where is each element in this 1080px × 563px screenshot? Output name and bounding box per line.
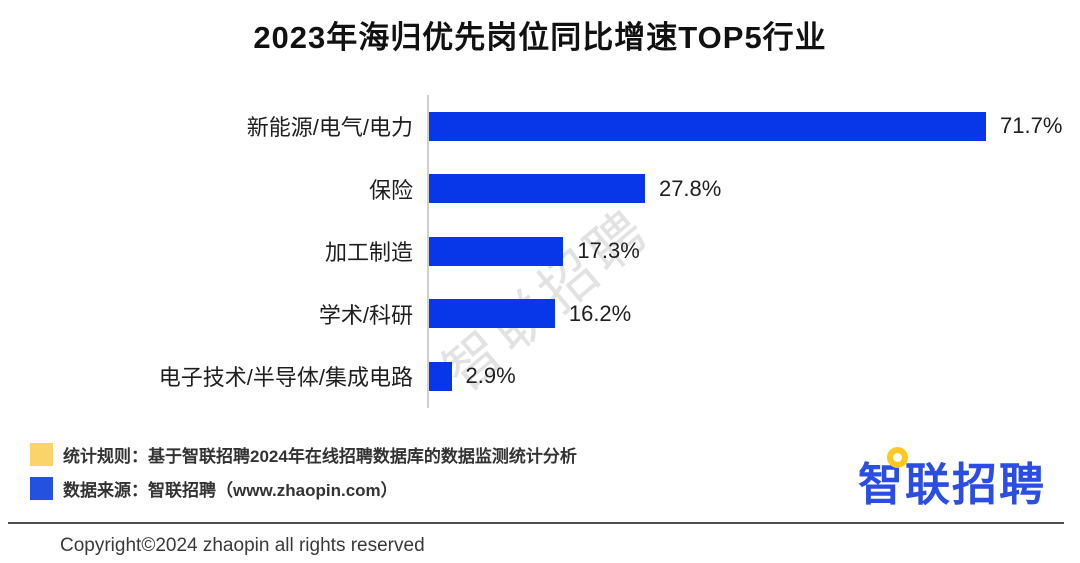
value-label: 27.8% bbox=[658, 175, 722, 201]
category-label: 保险 bbox=[368, 177, 413, 203]
bar-row: 加工制造 17.3% bbox=[0, 220, 1080, 283]
chart-title: 2023年海归优先岗位同比增速TOP5行业 bbox=[253, 20, 827, 55]
copyright-text: Copyright©2024 zhaopin all rights reserv… bbox=[60, 535, 425, 556]
bar-area: 17.3% bbox=[429, 220, 1080, 283]
legend-swatch-yellow bbox=[30, 442, 53, 466]
category-label: 新能源/电气/电力 bbox=[246, 115, 413, 141]
bar-area: 2.9% bbox=[429, 345, 1080, 408]
legend-text-rule: 统计规则：基于智联招聘2024年在线招聘数据库的数据监测统计分析 bbox=[63, 446, 577, 466]
legend: 统计规则：基于智联招聘2024年在线招聘数据库的数据监测统计分析 数据来源：智联… bbox=[30, 442, 577, 510]
zhaopin-logo-pin-icon bbox=[887, 447, 908, 468]
legend-item-rule: 统计规则：基于智联招聘2024年在线招聘数据库的数据监测统计分析 bbox=[30, 442, 577, 466]
bar bbox=[429, 299, 555, 329]
value-label: 16.2% bbox=[568, 300, 632, 326]
value-label: 17.3% bbox=[577, 238, 640, 264]
bar-row: 学术/科研 16.2% bbox=[0, 283, 1080, 346]
zhaopin-logo: 智联招聘 bbox=[858, 447, 1047, 513]
category-label: 学术/科研 bbox=[318, 302, 413, 328]
bar-area: 16.2% bbox=[429, 283, 1080, 346]
bar-area: 27.8% bbox=[429, 158, 1080, 221]
bar-rows: 新能源/电气/电力 71.7% 保险 27.8% 加工制造 17.3% 学术/科研 16.2%… bbox=[0, 95, 1080, 408]
bar bbox=[429, 361, 452, 391]
footer-divider bbox=[8, 522, 1064, 524]
bar bbox=[429, 174, 645, 204]
y-axis-line bbox=[427, 95, 429, 408]
category-label: 加工制造 bbox=[324, 240, 413, 266]
bar-area: 71.7% bbox=[429, 95, 1080, 158]
legend-swatch-blue bbox=[30, 476, 53, 500]
zhaopin-logo-text: 智联招聘 bbox=[858, 459, 1047, 510]
bar bbox=[429, 236, 564, 266]
bar-chart: 新能源/电气/电力 71.7% 保险 27.8% 加工制造 17.3% 学术/科研 16.2%… bbox=[0, 95, 1080, 408]
category-label: 电子技术/半导体/集成电路 bbox=[158, 365, 413, 391]
value-label: 71.7% bbox=[1000, 113, 1063, 139]
legend-item-source: 数据来源：智联招聘（www.zhaopin.com） bbox=[30, 476, 577, 500]
legend-text-source: 数据来源：智联招聘（www.zhaopin.com） bbox=[63, 480, 398, 500]
value-label: 2.9% bbox=[465, 363, 516, 389]
bar bbox=[429, 111, 986, 141]
bar-row: 新能源/电气/电力 71.7% bbox=[0, 95, 1080, 158]
bar-row: 保险 27.8% bbox=[0, 158, 1080, 221]
bar-row: 电子技术/半导体/集成电路 2.9% bbox=[0, 345, 1080, 408]
